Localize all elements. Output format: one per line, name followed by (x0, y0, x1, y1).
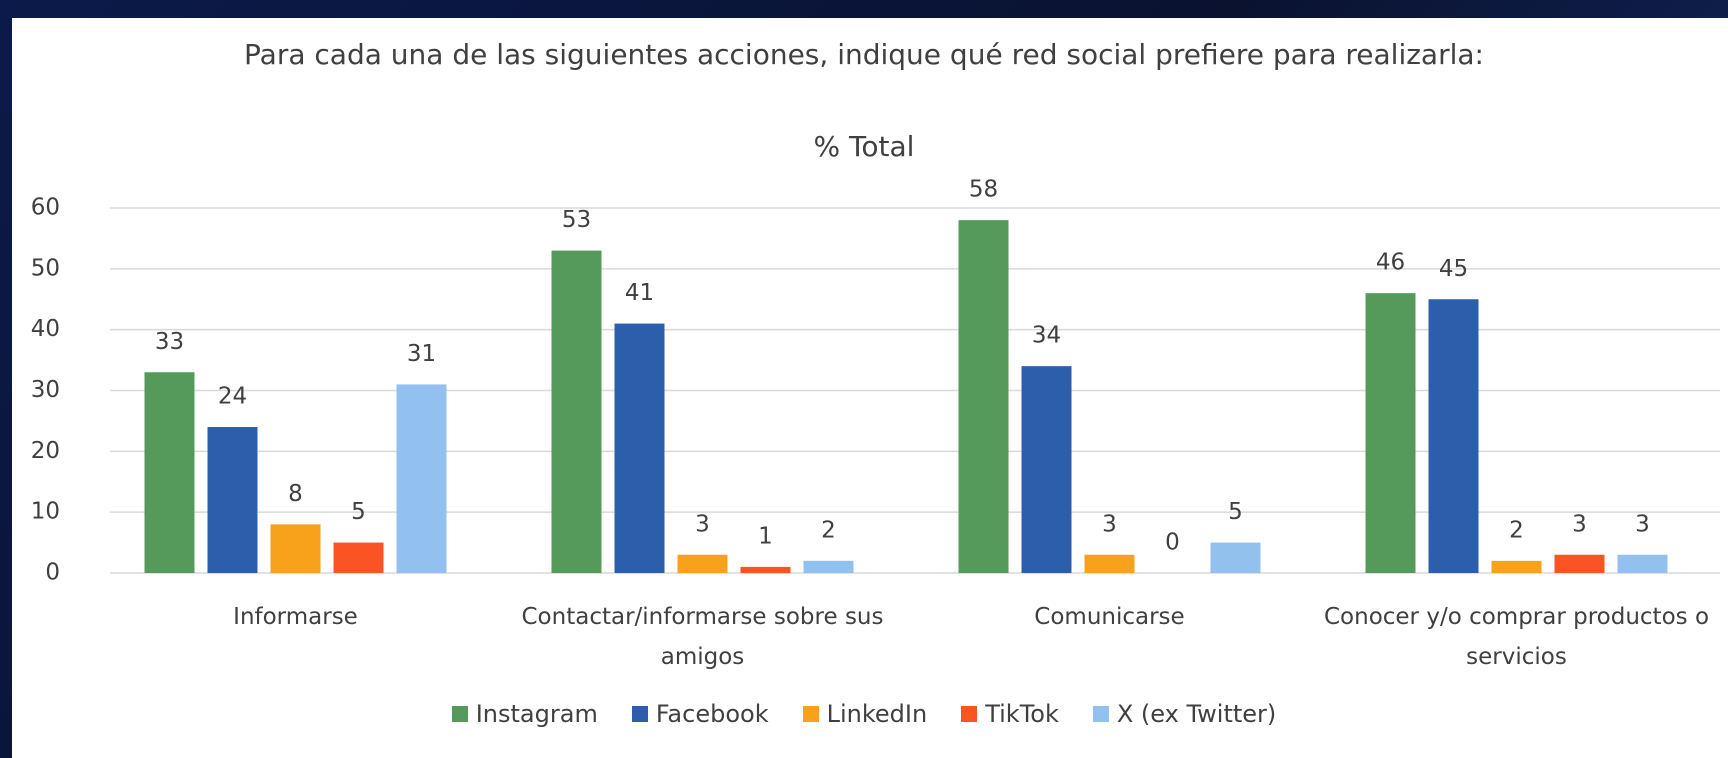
legend-item: TikTok (961, 700, 1059, 728)
bar (270, 524, 321, 573)
y-tick-label: 0 (45, 560, 60, 586)
chart-subtitle: % Total (813, 130, 915, 163)
bar (614, 323, 665, 573)
data-label: 3 (1635, 511, 1650, 537)
bar (1084, 554, 1135, 573)
data-label: 58 (969, 177, 998, 203)
x-tick-label: Informarse (233, 604, 358, 630)
legend-label: LinkedIn (826, 700, 928, 728)
data-label: 34 (1032, 323, 1061, 349)
legend-item: Instagram (451, 700, 598, 728)
data-label: 2 (821, 517, 836, 543)
data-label: 3 (695, 511, 710, 537)
data-label: 33 (155, 329, 184, 355)
y-tick-label: 40 (31, 316, 60, 342)
bar (1428, 299, 1479, 573)
legend-item: X (ex Twitter) (1092, 700, 1277, 728)
data-label: 45 (1439, 256, 1468, 282)
data-label: 53 (562, 207, 591, 233)
y-tick-label: 60 (31, 195, 60, 221)
bar (207, 427, 258, 573)
bar (1021, 366, 1072, 573)
legend-item: LinkedIn (802, 700, 928, 728)
y-tick-label: 30 (31, 377, 60, 403)
legend-label: TikTok (985, 700, 1059, 728)
bar (1617, 554, 1668, 573)
data-label: 5 (351, 499, 366, 525)
bar (551, 250, 602, 574)
bar (144, 372, 195, 573)
bar (677, 554, 728, 573)
bar (1491, 560, 1542, 573)
bar (958, 220, 1009, 573)
data-label: 3 (1102, 511, 1117, 537)
bar (1554, 554, 1605, 573)
data-label: 3 (1572, 511, 1587, 537)
x-tick-label: Comunicarse (1034, 604, 1185, 630)
bar (1365, 293, 1416, 573)
legend-swatch (802, 706, 819, 722)
bar (803, 560, 854, 573)
y-tick-label: 20 (31, 438, 60, 464)
y-tick-label: 10 (31, 499, 60, 525)
data-label: 46 (1376, 250, 1405, 276)
data-label: 8 (288, 481, 303, 507)
data-label: 2 (1509, 517, 1524, 543)
data-label: 24 (218, 384, 247, 410)
x-tick-label: Contactar/informarse sobre sus amigos (521, 604, 884, 670)
legend-swatch (451, 706, 468, 722)
data-label: 1 (758, 523, 773, 549)
y-tick-label: 50 (31, 255, 60, 281)
legend-label: Facebook (655, 700, 769, 728)
data-label: 5 (1228, 499, 1243, 525)
legend: Instagram Facebook LinkedIn TikTok X (ex Twi… (0, 700, 1728, 728)
legend-item: Facebook (631, 700, 769, 728)
legend-swatch (631, 706, 648, 722)
legend-swatch (961, 706, 978, 722)
data-label: 0 (1165, 530, 1180, 556)
legend-label: Instagram (475, 700, 598, 728)
legend-swatch (1092, 706, 1109, 722)
data-label: 31 (407, 341, 436, 367)
bar (333, 542, 384, 573)
bar (1210, 542, 1261, 573)
chart-title: Para cada una de las siguientes acciones… (244, 38, 1484, 71)
legend-label: X (ex Twitter) (1116, 700, 1277, 728)
x-tick-label: Conocer y/o comprar productos o servicio… (1323, 604, 1710, 670)
bar (396, 384, 447, 573)
bar (740, 566, 791, 573)
data-label: 41 (625, 280, 654, 306)
